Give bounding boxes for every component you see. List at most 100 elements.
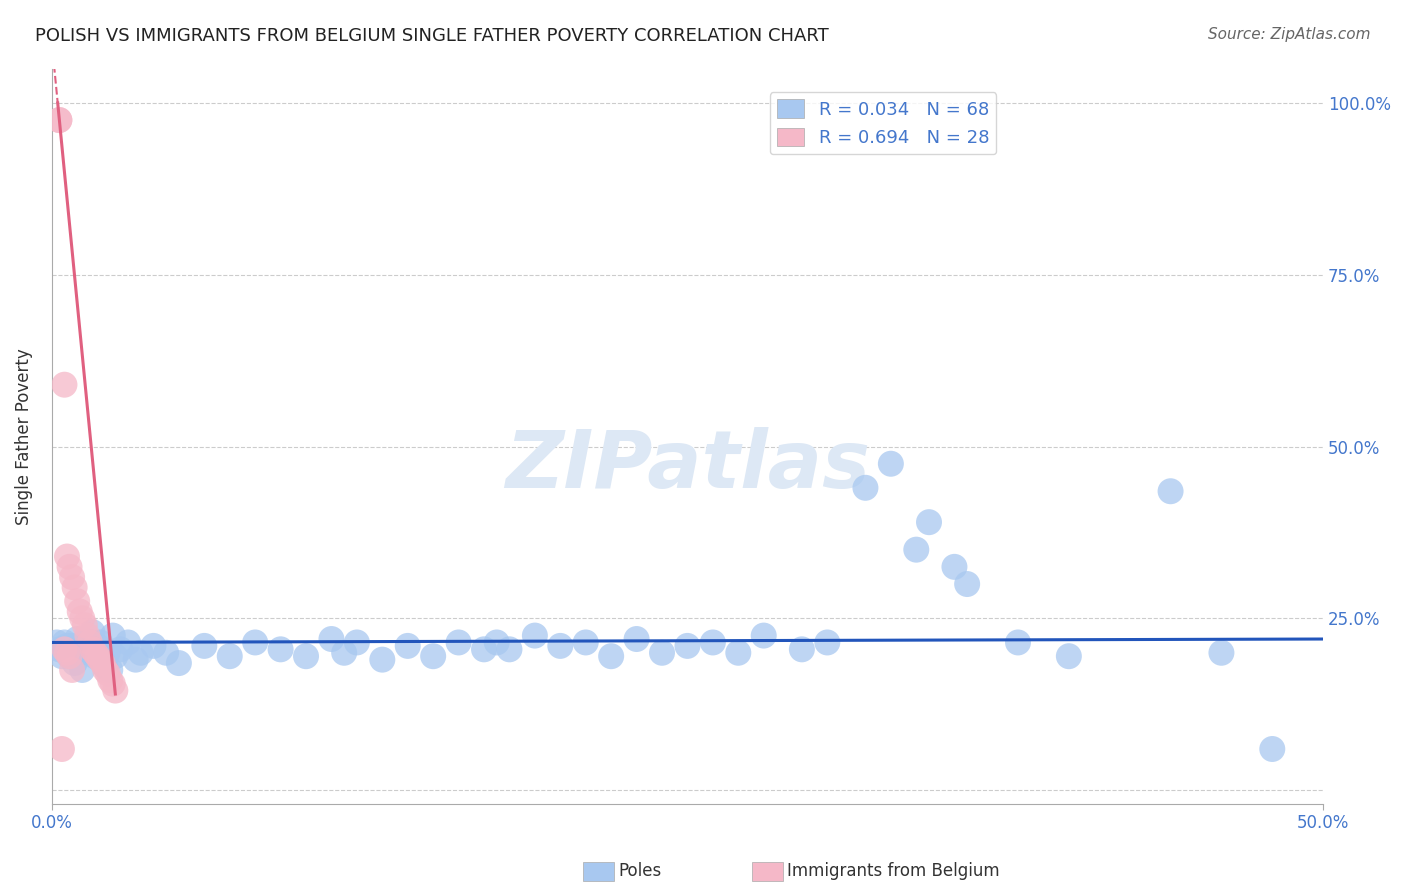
Point <box>101 676 124 690</box>
Point <box>91 656 114 670</box>
Text: ZIPatlas: ZIPatlas <box>505 426 870 505</box>
Point <box>498 642 520 657</box>
Point <box>790 642 813 657</box>
Point <box>48 642 70 657</box>
Point <box>73 618 96 632</box>
Point <box>69 646 91 660</box>
Point <box>58 649 80 664</box>
Point <box>98 663 121 677</box>
Point <box>84 646 107 660</box>
Point <box>193 639 215 653</box>
Point <box>523 629 546 643</box>
Point <box>53 642 76 657</box>
Text: Immigrants from Belgium: Immigrants from Belgium <box>787 863 1000 880</box>
Point <box>422 649 444 664</box>
Point <box>89 653 111 667</box>
Point <box>880 457 903 471</box>
Point <box>702 635 724 649</box>
Point <box>346 635 368 649</box>
Point <box>600 649 623 664</box>
Point <box>76 642 98 657</box>
Point <box>104 649 127 664</box>
Point <box>82 642 104 657</box>
Point <box>1261 742 1284 756</box>
Point <box>752 629 775 643</box>
Point <box>66 632 89 646</box>
Point <box>58 559 80 574</box>
Point <box>142 639 165 653</box>
Point <box>905 542 928 557</box>
Point <box>73 635 96 649</box>
Point <box>101 629 124 643</box>
Point <box>243 635 266 649</box>
Point <box>58 649 80 664</box>
Point <box>72 663 94 677</box>
Point <box>56 549 79 564</box>
Point <box>63 581 86 595</box>
Point <box>626 632 648 646</box>
Point <box>1211 646 1233 660</box>
Point <box>76 629 98 643</box>
Point <box>447 635 470 649</box>
Point <box>295 649 318 664</box>
Point <box>155 646 177 660</box>
Point <box>117 635 139 649</box>
Point <box>98 673 121 688</box>
Point <box>56 639 79 653</box>
Point <box>72 611 94 625</box>
Point <box>396 639 419 653</box>
Point <box>321 632 343 646</box>
Point <box>855 481 877 495</box>
Point <box>94 663 117 677</box>
Y-axis label: Single Father Poverty: Single Father Poverty <box>15 348 32 524</box>
Point <box>110 642 132 657</box>
Point <box>676 639 699 653</box>
Point <box>956 577 979 591</box>
Point <box>575 635 598 649</box>
Point <box>167 656 190 670</box>
Point <box>218 649 240 664</box>
Point <box>82 625 104 640</box>
Point <box>129 646 152 660</box>
Point <box>651 646 673 660</box>
Point <box>94 659 117 673</box>
Point <box>86 649 108 664</box>
Point <box>270 642 292 657</box>
Point <box>56 646 79 660</box>
Text: Poles: Poles <box>619 863 662 880</box>
Text: Source: ZipAtlas.com: Source: ZipAtlas.com <box>1208 27 1371 42</box>
Point <box>69 605 91 619</box>
Point <box>60 663 83 677</box>
Point <box>97 666 120 681</box>
Point <box>472 642 495 657</box>
Text: POLISH VS IMMIGRANTS FROM BELGIUM SINGLE FATHER POVERTY CORRELATION CHART: POLISH VS IMMIGRANTS FROM BELGIUM SINGLE… <box>35 27 830 45</box>
Point <box>60 570 83 584</box>
Point <box>45 635 67 649</box>
Point <box>104 683 127 698</box>
Point <box>815 635 838 649</box>
Point <box>727 646 749 660</box>
Point <box>79 635 101 649</box>
Point <box>918 515 941 529</box>
Point <box>48 113 70 128</box>
Point <box>53 635 76 649</box>
Point <box>124 653 146 667</box>
Point <box>943 559 966 574</box>
Point <box>333 646 356 660</box>
Point <box>63 656 86 670</box>
Point <box>1057 649 1080 664</box>
Point <box>1160 484 1182 499</box>
Legend: R = 0.034   N = 68, R = 0.694   N = 28: R = 0.034 N = 68, R = 0.694 N = 28 <box>770 92 997 154</box>
Point <box>84 649 107 664</box>
Point <box>371 653 394 667</box>
Point <box>51 742 73 756</box>
Point <box>1007 635 1029 649</box>
Point <box>97 646 120 660</box>
Point <box>485 635 508 649</box>
Point <box>48 113 70 128</box>
Point <box>91 653 114 667</box>
Point <box>66 594 89 608</box>
Point <box>60 639 83 653</box>
Point <box>51 649 73 664</box>
Point <box>89 635 111 649</box>
